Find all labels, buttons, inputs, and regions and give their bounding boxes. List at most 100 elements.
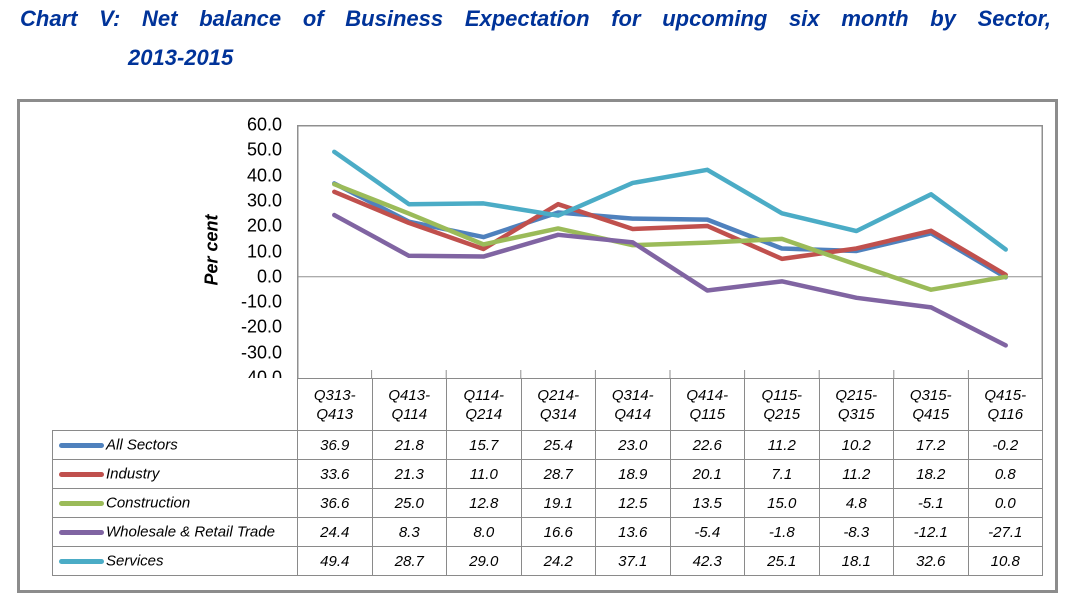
table-row-construction: Construction 36.6 25.0 12.8 19.1 12.5 13.5 15.0… (52, 488, 1043, 518)
table-header-cell-q114-q214: Q114- Q214 (446, 378, 522, 431)
value-cell: 29.0 (446, 546, 522, 576)
category-label-line-2: Q315 (837, 405, 875, 423)
table-header-cell-q315-q415: Q315- Q415 (893, 378, 969, 431)
value-cell: 21.3 (371, 459, 447, 489)
value-cell: -27.1 (967, 517, 1043, 547)
value-cell: -5.4 (669, 517, 745, 547)
table-header-cell-q314-q414: Q314- Q414 (595, 378, 671, 431)
value-cell: 25.1 (744, 546, 820, 576)
category-label-line-2: Q116 (987, 405, 1024, 423)
table-header-cell-q413-q114: Q413- Q114 (371, 378, 447, 431)
category-label-line-1: Q413- (388, 386, 431, 404)
value-cell: 49.4 (297, 546, 373, 576)
value-cell: -8.3 (818, 517, 894, 547)
value-cell: 18.9 (595, 459, 671, 489)
category-label-line-1: Q414- (686, 386, 729, 404)
series-line-wholesale-retail-trade (332, 212, 1008, 348)
value-cell: 25.4 (520, 430, 596, 460)
legend-swatch-services-icon (59, 558, 104, 564)
value-cell: -12.1 (893, 517, 969, 547)
table-header-cell-q415-q116: Q415- Q116 (967, 378, 1043, 431)
value-cell: 21.8 (371, 430, 447, 460)
value-cell: 18.2 (893, 459, 969, 489)
category-label-line-1: Q313- (313, 386, 356, 404)
legend-cell-construction: Construction (52, 488, 298, 518)
value-cell: 36.6 (297, 488, 373, 518)
value-cell: 16.6 (520, 517, 596, 547)
table-row-wholesale-retail-trade: Wholesale & Retail Trade 24.4 8.3 8.0 16.6 13… (52, 517, 1043, 547)
legend-cell-industry: Industry (52, 459, 298, 489)
value-cell: 36.9 (297, 430, 373, 460)
category-label-line-1: Q214- (537, 386, 580, 404)
value-cell: 19.1 (520, 488, 596, 518)
series-line-industry (332, 189, 1008, 278)
table-header-cell-q414-q115: Q414- Q115 (669, 378, 745, 431)
legend-swatch-all-sectors-icon (59, 442, 104, 448)
value-cell: 8.0 (446, 517, 522, 547)
value-cell: 24.4 (297, 517, 373, 547)
category-label-line-2: Q413 (316, 405, 354, 423)
legend-label: All Sectors (106, 436, 178, 454)
chart-data-table: Q313- Q413 Q413- Q114 Q114- Q214 Q214- Q314 Q314… (52, 378, 1043, 576)
table-row-industry: Industry 33.6 21.3 11.0 28.7 18.9 20.1 7.1 11.2 1… (52, 459, 1043, 489)
category-label-line-2: Q414 (614, 405, 652, 423)
legend-label: Industry (106, 465, 160, 483)
value-cell: 28.7 (520, 459, 596, 489)
category-label-line-1: Q215- (835, 386, 878, 404)
value-cell: 10.2 (818, 430, 894, 460)
legend-swatch-industry-icon (59, 471, 104, 477)
value-cell: -5.1 (893, 488, 969, 518)
legend-cell-wholesale-retail-trade: Wholesale & Retail Trade (52, 517, 298, 547)
legend-cell-all-sectors: All Sectors (52, 430, 298, 460)
category-label-line-1: Q115- (761, 386, 803, 404)
value-cell: 12.8 (446, 488, 522, 518)
value-cell: -0.2 (967, 430, 1043, 460)
value-cell: 25.0 (371, 488, 447, 518)
category-label-line-1: Q314- (611, 386, 654, 404)
value-cell: 0.8 (967, 459, 1043, 489)
value-cell: 7.1 (744, 459, 820, 489)
value-cell: 8.3 (371, 517, 447, 547)
value-cell: 32.6 (893, 546, 969, 576)
series-line-construction (332, 181, 1008, 292)
value-cell: 24.2 (520, 546, 596, 576)
value-cell: 11.2 (744, 430, 820, 460)
value-cell: 12.5 (595, 488, 671, 518)
line-chart-plot-area (297, 125, 1043, 378)
value-cell: 13.6 (595, 517, 671, 547)
legend-label: Services (106, 552, 164, 570)
value-cell: 11.0 (446, 459, 522, 489)
y-axis-title: Per cent (201, 214, 222, 286)
legend-cell-services: Services (52, 546, 298, 576)
value-cell: 11.2 (818, 459, 894, 489)
value-cell: 0.0 (967, 488, 1043, 518)
legend-label: Wholesale & Retail Trade (106, 523, 275, 541)
value-cell: 20.1 (669, 459, 745, 489)
table-header-cell-q313-q413: Q313- Q413 (297, 378, 373, 431)
chart-title-line-2: 2013-2015 (128, 45, 234, 70)
series-line-services (332, 149, 1008, 252)
table-row-services: Services 49.4 28.7 29.0 24.2 37.1 42.3 25.1 18.1… (52, 546, 1043, 576)
value-cell: 28.7 (371, 546, 447, 576)
value-cell: 42.3 (669, 546, 745, 576)
legend-swatch-wholesale-retail-trade-icon (59, 529, 104, 535)
value-cell: 22.6 (669, 430, 745, 460)
value-cell: 10.8 (967, 546, 1043, 576)
table-header-cell-q214-q314: Q214- Q314 (520, 378, 596, 431)
legend-swatch-construction-icon (59, 500, 104, 506)
category-label-line-2: Q115 (689, 405, 726, 423)
category-label-line-2: Q214 (465, 405, 503, 423)
category-label-line-1: Q415- (984, 386, 1027, 404)
category-label-line-2: Q114 (391, 405, 428, 423)
value-cell: 15.0 (744, 488, 820, 518)
value-cell: 37.1 (595, 546, 671, 576)
value-cell: -1.8 (744, 517, 820, 547)
value-cell: 23.0 (595, 430, 671, 460)
table-corner-cell (52, 378, 298, 431)
value-cell: 4.8 (818, 488, 894, 518)
value-cell: 15.7 (446, 430, 522, 460)
category-label-line-1: Q114- (463, 386, 505, 404)
value-cell: 18.1 (818, 546, 894, 576)
category-label-line-2: Q415 (912, 405, 950, 423)
